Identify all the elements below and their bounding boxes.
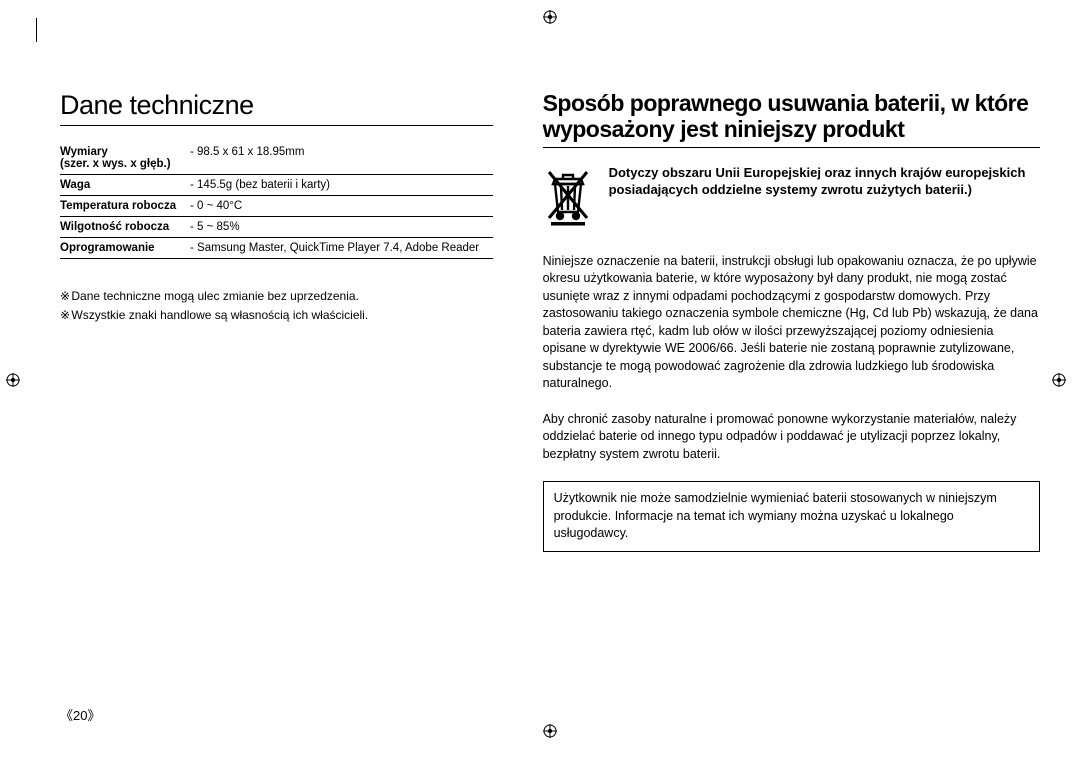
disposal-boxed-note: Użytkownik nie może samodzielnie wymieni… [543,481,1040,552]
disposal-paragraph-2: Aby chronić zasoby naturalne i promować … [543,411,1040,464]
specs-value: - 0 ~ 40°C [190,196,493,217]
specs-row: Waga- 145.5g (bez baterii i karty) [60,175,493,196]
disposal-title: Sposób poprawnego usuwania baterii, w kt… [543,90,1040,148]
footnote: Dane techniczne mogą ulec zmianie bez up… [60,287,493,306]
crop-mark-icon [36,18,37,42]
footnote: Wszystkie znaki handlowe są własnością i… [60,306,493,325]
weee-bin-icon [543,164,593,231]
specs-row: Oprogramowanie- Samsung Master, QuickTim… [60,238,493,259]
disposal-icon-caption: Dotyczy obszaru Unii Europejskiej oraz i… [609,164,1040,199]
left-column: Dane techniczne Wymiary (szer. x wys. x … [60,90,493,552]
specs-row: Temperatura robocza- 0 ~ 40°C [60,196,493,217]
specs-value: - 98.5 x 61 x 18.95mm [190,142,493,175]
disposal-paragraph-1: Niniejsze oznaczenie na baterii, instruk… [543,253,1040,393]
specs-label: Temperatura robocza [60,196,190,217]
specs-value: - 145.5g (bez baterii i karty) [190,175,493,196]
registration-mark-icon [1052,373,1066,387]
specs-row: Wilgotność robocza- 5 ~ 85% [60,217,493,238]
registration-mark-icon [543,724,557,738]
specs-value: - 5 ~ 85% [190,217,493,238]
right-column: Sposób poprawnego usuwania baterii, w kt… [543,90,1040,552]
specs-footnotes: Dane techniczne mogą ulec zmianie bez up… [60,287,493,325]
specs-value: - Samsung Master, QuickTime Player 7.4, … [190,238,493,259]
specs-row: Wymiary (szer. x wys. x głęb.)- 98.5 x 6… [60,142,493,175]
specs-table: Wymiary (szer. x wys. x głęb.)- 98.5 x 6… [60,142,493,259]
specs-label: Oprogramowanie [60,238,190,259]
specs-title: Dane techniczne [60,90,493,126]
specs-label: Wilgotność robocza [60,217,190,238]
registration-mark-icon [6,373,20,387]
page-number: 《20》 [60,705,100,724]
specs-label: Wymiary (szer. x wys. x głęb.) [60,142,190,175]
registration-mark-icon [543,10,557,24]
specs-label: Waga [60,175,190,196]
